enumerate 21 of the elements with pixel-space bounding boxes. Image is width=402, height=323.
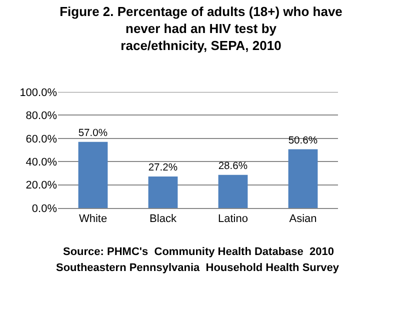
data-label: 27.2% <box>148 162 178 174</box>
data-label: 50.6% <box>288 135 318 146</box>
y-tick-label: 100.0% <box>20 86 58 99</box>
y-tick-label: 80.0% <box>26 110 58 122</box>
x-tick-label: White <box>78 213 108 226</box>
y-tick-label: 20.0% <box>26 180 58 192</box>
bar <box>148 176 178 208</box>
x-tick-label: Asian <box>289 213 317 226</box>
bar <box>218 174 248 208</box>
bar <box>288 149 318 208</box>
chart-title: Figure 2. Percentage of adults (18+) who have never had an HIV test by race/ethnicity, SEPA, 2010 <box>60 4 342 53</box>
data-label: 28.6% <box>218 161 248 172</box>
source-note: Source: PHMC's Community Health Database 2010 <box>63 246 334 258</box>
x-tick-label: Latino <box>218 213 248 226</box>
x-tick-label: Black <box>150 213 177 226</box>
data-label: 57.0% <box>78 128 108 140</box>
text: Southeastern Pennsylvania Household Health Survey <box>56 262 340 274</box>
y-tick-label: 40.0% <box>26 156 58 168</box>
y-tick-label: 60.0% <box>26 133 58 146</box>
y-tick-label: 0.0% <box>32 202 58 215</box>
bar <box>78 142 108 208</box>
